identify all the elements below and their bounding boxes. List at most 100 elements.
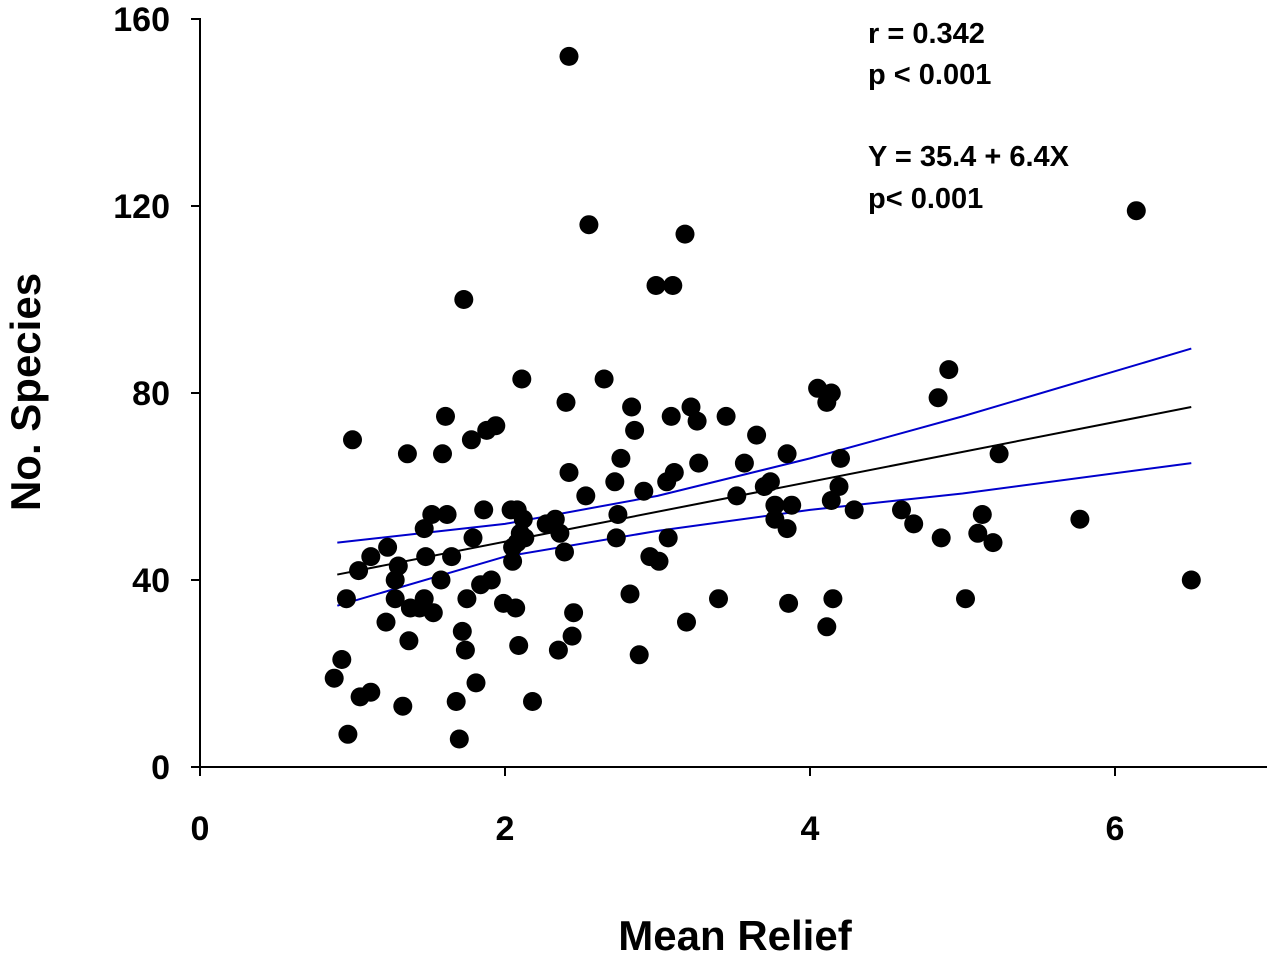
data-point [393,696,413,716]
data-point [606,528,626,548]
confidence-band-lower [337,462,1192,607]
data-point [689,453,709,473]
data-point [765,495,785,515]
data-point [727,486,747,506]
data-point [844,500,864,520]
data-point [734,453,754,473]
confidence-band [337,347,1192,607]
annotation-equation: Y = 35.4 + 6.4X [868,141,1070,173]
data-point [716,406,736,426]
data-point [1126,201,1146,221]
data-point [454,290,474,309]
data-point [760,472,780,492]
data-point [821,383,841,403]
data-point [661,406,681,426]
data-point [823,589,843,609]
data-point [414,589,434,609]
data-point [625,420,645,440]
data-point [983,533,1003,553]
x-tick-label: 6 [1106,810,1125,848]
data-point [777,519,797,539]
data-point [343,430,362,450]
data-point [931,528,951,548]
data-point [608,505,628,524]
data-point [361,682,381,702]
data-point [332,650,352,669]
data-point [550,523,570,543]
data-point [605,472,625,492]
data-point [658,528,678,548]
data-point [779,593,799,613]
data-point [474,500,494,520]
data-point [422,505,442,524]
data-point [831,448,850,468]
data-point [486,416,506,436]
data-point [576,486,596,506]
data-point [416,547,436,567]
x-tick-label: 4 [801,810,820,848]
data-point [503,551,523,571]
data-point [555,542,574,562]
data-point [463,528,483,548]
data-point [515,528,535,548]
data-point [414,519,434,539]
data-point [634,481,654,501]
data-point [388,556,408,576]
y-tick-label: 0 [151,749,170,787]
data-point [461,430,481,450]
data-point [423,603,443,623]
data-point [455,640,475,660]
data-point [956,589,975,609]
data-point [564,603,584,623]
data-point [687,411,707,431]
annotation-correlation: r = 0.342 [868,18,985,50]
y-tick-label: 80 [132,375,170,413]
data-point [664,463,684,482]
data-point [989,444,1009,464]
data-point [972,505,992,524]
data-point [436,406,455,426]
data-point [1181,570,1201,590]
axes: 0 40 80 120 160 0 2 4 6 [113,1,1267,848]
data-point [968,523,988,543]
data-point [747,425,767,445]
confidence-band-upper [337,347,1192,544]
data-point [324,668,344,688]
data-point [559,46,579,66]
data-point [523,692,542,711]
data-point [433,444,452,464]
data-point [338,724,358,744]
data-points [324,46,1201,749]
data-point [892,500,911,520]
x-tick-label: 2 [496,810,515,848]
data-point [562,626,582,646]
data-point [449,729,469,749]
data-point [481,570,501,590]
data-point [579,215,599,235]
y-tick-label: 120 [113,188,170,226]
data-point [677,612,696,632]
y-axis-title: No. Species [2,273,49,511]
y-tick-label: 40 [132,562,170,600]
data-point [442,547,462,567]
data-point [336,589,356,609]
data-point [622,397,642,417]
data-point [829,477,849,496]
data-point [611,448,631,468]
data-point [457,589,477,609]
data-point [385,589,405,609]
data-point [349,561,369,581]
data-point [817,617,837,637]
x-tick-label: 0 [191,810,210,848]
x-axis-title: Mean Relief [618,912,852,959]
data-point [646,276,666,295]
data-point [548,640,568,660]
data-point [431,570,451,590]
data-point [509,636,529,655]
data-point [1070,509,1090,529]
data-point [512,369,532,389]
data-point [397,444,417,464]
data-point [594,369,614,389]
annotation-equation-p: p< 0.001 [868,183,983,215]
